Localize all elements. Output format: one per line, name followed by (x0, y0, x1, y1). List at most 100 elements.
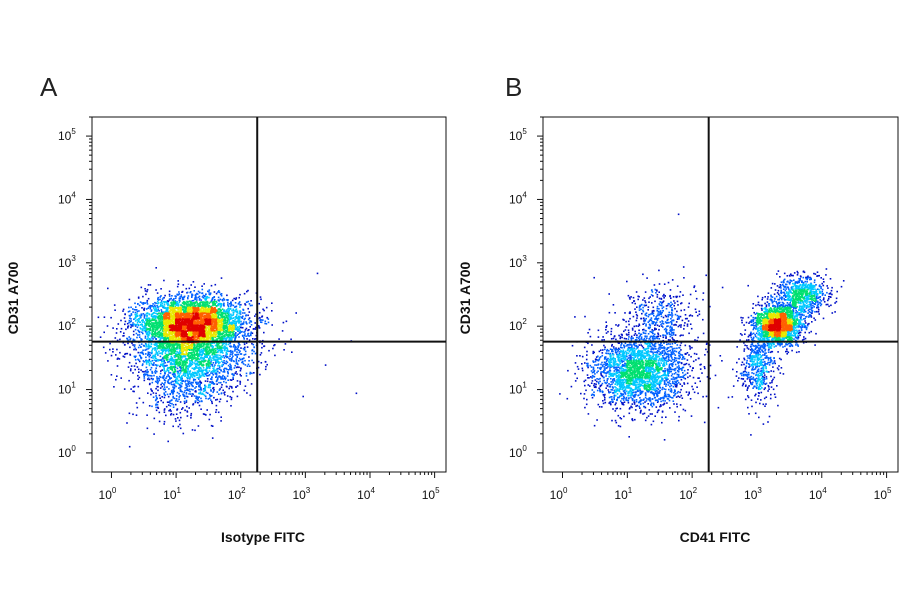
event-point (107, 287, 109, 290)
event-point (235, 358, 238, 360)
event-point (198, 304, 201, 307)
event-point (160, 359, 162, 361)
event-point (226, 331, 229, 333)
event-point (214, 324, 216, 327)
event-point (166, 337, 169, 340)
event-point (198, 349, 200, 352)
event-point (271, 324, 273, 326)
event-point (196, 307, 198, 310)
event-point (184, 372, 187, 375)
event-point (183, 302, 185, 304)
event-point (159, 345, 161, 347)
event-point (245, 327, 248, 330)
event-point (163, 409, 166, 411)
event-point (132, 372, 134, 374)
event-point (220, 337, 222, 340)
event-point (191, 429, 194, 431)
event-point (176, 348, 178, 350)
event-point (238, 312, 241, 315)
event-point (182, 407, 184, 409)
event-point (133, 308, 136, 311)
event-point (171, 373, 174, 376)
event-point (140, 346, 142, 348)
event-point (158, 331, 160, 334)
event-point (150, 352, 153, 355)
event-point (142, 319, 144, 322)
event-point (160, 295, 162, 297)
event-point (194, 298, 196, 301)
event-point (238, 327, 240, 329)
event-point (165, 350, 167, 353)
event-point (141, 370, 144, 373)
event-point (235, 371, 237, 373)
event-point (236, 347, 239, 350)
event-point (190, 301, 192, 303)
event-point (271, 310, 273, 312)
event-point (189, 333, 191, 336)
event-point (196, 347, 199, 349)
event-point (228, 350, 230, 353)
event-point (191, 371, 194, 374)
event-point (199, 303, 201, 305)
event-point (251, 332, 254, 334)
event-point (172, 396, 174, 399)
event-point (254, 322, 256, 324)
event-point (161, 369, 163, 371)
event-point (227, 364, 230, 367)
event-point (185, 399, 188, 402)
event-point (221, 308, 224, 310)
event-point (172, 312, 174, 314)
event-point (190, 363, 193, 365)
event-point (216, 345, 218, 348)
event-point (159, 313, 162, 315)
event-point (215, 369, 217, 372)
event-point (164, 381, 166, 384)
event-point (229, 385, 231, 388)
event-point (217, 320, 220, 322)
event-point (126, 337, 128, 340)
event-point (163, 392, 165, 394)
event-point (163, 408, 166, 410)
event-point (213, 383, 216, 385)
event-point (213, 315, 216, 317)
event-point (189, 378, 191, 380)
event-point (228, 312, 230, 315)
event-point (206, 330, 209, 333)
event-point (165, 332, 168, 335)
event-point (249, 304, 252, 307)
event-point (238, 325, 241, 328)
event-point (163, 369, 165, 371)
event-point (197, 399, 200, 401)
event-point (229, 326, 231, 328)
event-point (181, 390, 183, 393)
event-point (134, 344, 136, 346)
event-point (242, 335, 244, 337)
event-point (239, 369, 242, 372)
event-point (174, 295, 176, 297)
event-point (170, 357, 172, 360)
event-point (246, 346, 249, 348)
event-point (190, 417, 192, 419)
event-point (164, 342, 167, 345)
event-point (224, 312, 226, 315)
event-point (200, 370, 202, 372)
event-point (201, 357, 204, 359)
event-point (134, 317, 136, 320)
event-point (165, 325, 168, 328)
event-point (170, 337, 173, 339)
event-point (157, 330, 160, 333)
event-point (152, 305, 154, 308)
event-point (227, 304, 229, 306)
event-point (260, 362, 263, 364)
event-point (215, 404, 218, 407)
event-point (240, 368, 242, 370)
event-point (214, 313, 217, 316)
event-point (195, 395, 198, 398)
event-point (174, 418, 177, 420)
event-point (210, 311, 212, 313)
event-point (205, 312, 208, 315)
event-point (152, 303, 154, 305)
event-point (148, 334, 150, 337)
event-point (171, 320, 174, 323)
